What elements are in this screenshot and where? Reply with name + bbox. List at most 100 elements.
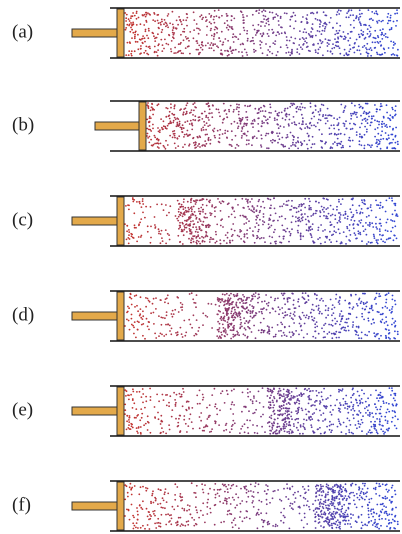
particle — [380, 428, 382, 430]
particle — [124, 409, 126, 411]
particle — [344, 134, 346, 136]
particle — [292, 135, 294, 137]
particle — [140, 48, 142, 50]
particle — [142, 525, 144, 527]
particle — [252, 230, 254, 232]
particle — [216, 15, 218, 17]
particle — [327, 50, 329, 52]
particle — [274, 398, 276, 400]
particle — [338, 9, 340, 11]
particle — [197, 145, 199, 147]
particle — [134, 224, 136, 226]
particle — [370, 421, 372, 423]
particle — [353, 495, 355, 497]
particle — [339, 514, 341, 516]
particle — [358, 17, 360, 19]
particle — [289, 433, 291, 435]
particle — [255, 337, 257, 339]
particle — [141, 417, 143, 419]
particle — [149, 116, 151, 118]
particle — [146, 508, 148, 510]
particle — [265, 119, 267, 121]
particle — [348, 330, 350, 332]
particle — [302, 107, 304, 109]
particle — [355, 334, 357, 336]
particle — [134, 417, 136, 419]
particle — [190, 201, 192, 203]
particle — [231, 139, 233, 141]
particle — [339, 515, 341, 517]
particle — [228, 295, 230, 297]
particle — [131, 55, 133, 57]
particle — [273, 220, 275, 222]
particle — [352, 406, 354, 408]
particle — [364, 485, 366, 487]
particle — [142, 388, 144, 390]
particle — [231, 15, 233, 17]
particle — [289, 487, 291, 489]
particle — [202, 17, 204, 19]
particle — [128, 54, 130, 56]
particle — [216, 241, 218, 243]
particle — [202, 209, 204, 211]
particle — [356, 427, 358, 429]
particle — [371, 509, 373, 511]
particle — [334, 492, 336, 494]
particle — [154, 497, 156, 499]
particle — [317, 229, 319, 231]
particle — [164, 491, 166, 493]
particle — [291, 53, 293, 55]
particle — [191, 482, 193, 484]
particle — [367, 224, 369, 226]
particle — [325, 309, 327, 311]
particle — [259, 402, 261, 404]
piston-rod — [72, 502, 117, 510]
particle — [129, 20, 131, 22]
particle — [154, 143, 156, 145]
particle — [208, 47, 210, 49]
particle — [230, 408, 232, 410]
particle — [145, 12, 147, 14]
particle — [382, 400, 384, 402]
particle — [281, 307, 283, 309]
particle — [387, 430, 389, 432]
particle — [220, 203, 222, 205]
particle — [321, 298, 323, 300]
particle — [321, 206, 323, 208]
particle — [186, 211, 188, 213]
particle — [336, 118, 338, 120]
particle — [306, 314, 308, 316]
particle — [228, 510, 230, 512]
particle — [353, 214, 355, 216]
particle — [324, 28, 326, 30]
particle — [375, 142, 377, 144]
particle — [318, 305, 320, 307]
particle — [242, 43, 244, 45]
particle — [285, 231, 287, 233]
particle — [252, 500, 254, 502]
particle — [189, 231, 191, 233]
particle — [301, 408, 303, 410]
particle — [133, 327, 135, 329]
particle — [365, 222, 367, 224]
particle — [322, 485, 324, 487]
particle — [209, 143, 211, 145]
particle — [183, 28, 185, 30]
particle — [170, 107, 172, 109]
particle — [267, 489, 269, 491]
particle — [395, 393, 397, 395]
particle — [366, 234, 368, 236]
particle — [281, 500, 283, 502]
particle — [391, 308, 393, 310]
particle — [291, 317, 293, 319]
particle — [395, 25, 397, 27]
particle — [151, 495, 153, 497]
particle — [165, 140, 167, 142]
particle — [196, 524, 198, 526]
particle — [230, 105, 232, 107]
particle — [133, 212, 135, 214]
particle — [352, 324, 354, 326]
particle — [209, 44, 211, 46]
particle — [179, 222, 181, 224]
particle — [257, 298, 259, 300]
